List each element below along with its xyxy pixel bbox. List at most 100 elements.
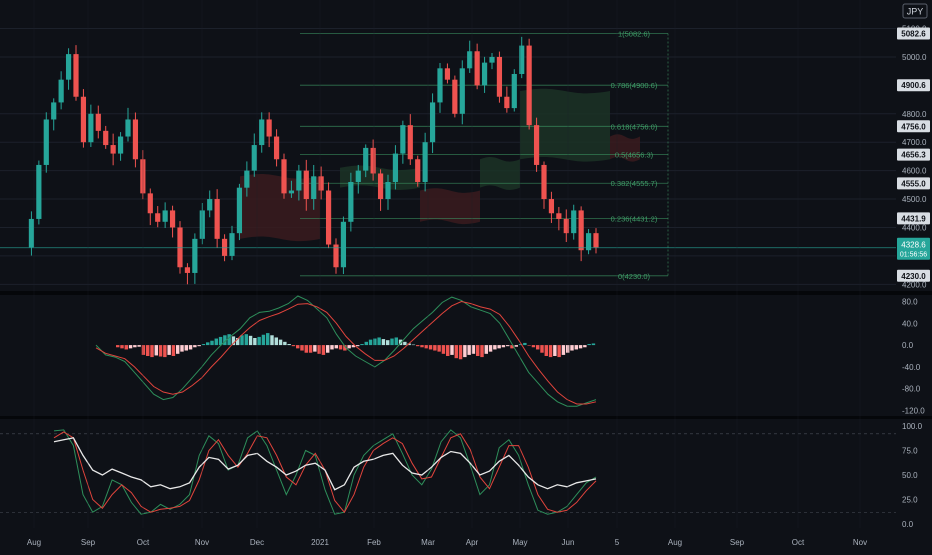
macd-histogram-bar bbox=[154, 345, 158, 356]
macd-histogram-bar bbox=[128, 345, 133, 349]
macd-histogram-bar bbox=[583, 345, 587, 348]
macd-histogram-bar bbox=[116, 345, 120, 348]
macd-histogram-bar bbox=[373, 338, 377, 346]
price-tick-label: 4600.0 bbox=[902, 167, 927, 176]
candle-body bbox=[481, 62, 488, 86]
price-tick-label: 4800.0 bbox=[902, 110, 927, 119]
macd-histogram-bar bbox=[356, 345, 360, 347]
macd-histogram-bar bbox=[300, 345, 304, 351]
macd-histogram-bar bbox=[377, 337, 381, 346]
macd-histogram-bar bbox=[317, 345, 321, 354]
candle-body bbox=[88, 113, 94, 143]
macd-histogram-bar bbox=[407, 343, 411, 346]
stoch-tick-label: 75.0 bbox=[902, 447, 918, 456]
candle-body bbox=[244, 170, 250, 188]
macd-histogram-bar bbox=[330, 345, 334, 350]
macd-histogram-bar bbox=[497, 345, 501, 349]
macd-histogram-bar bbox=[278, 339, 283, 346]
macd-histogram-bar bbox=[390, 338, 394, 346]
macd-histogram-bar bbox=[188, 345, 193, 350]
candle-body bbox=[571, 210, 577, 234]
macd-histogram-bar bbox=[124, 345, 128, 350]
candle-body bbox=[236, 187, 243, 234]
macd-histogram-bar bbox=[240, 335, 244, 346]
macd-histogram-bar bbox=[206, 342, 210, 346]
macd-histogram-bar bbox=[463, 345, 467, 358]
time-axis-label: 2021 bbox=[311, 538, 329, 547]
macd-histogram-bar bbox=[411, 344, 416, 346]
time-axis-label: Sep bbox=[730, 538, 745, 547]
candle-body bbox=[311, 176, 317, 200]
candle-body bbox=[363, 147, 369, 171]
macd-histogram-bar bbox=[433, 345, 437, 351]
candle-body bbox=[407, 125, 413, 160]
candle-body bbox=[526, 45, 532, 126]
macd-histogram-bar bbox=[163, 345, 167, 358]
macd-histogram-bar bbox=[458, 345, 463, 360]
macd-histogram-bar bbox=[523, 342, 527, 346]
fib-level-label: 0.5(4656.3) bbox=[615, 151, 654, 160]
macd-histogram-bar bbox=[236, 338, 240, 346]
macd-histogram-bar bbox=[437, 345, 441, 352]
macd-histogram-bar bbox=[553, 345, 557, 356]
candle-body bbox=[251, 145, 257, 171]
candle-body bbox=[28, 218, 35, 248]
macd-histogram-bar bbox=[184, 345, 188, 351]
stoch-d-line bbox=[53, 431, 597, 514]
pane-separator bbox=[0, 416, 932, 419]
time-axis-label: Aug bbox=[668, 538, 682, 547]
macd-tick-label: -80.0 bbox=[902, 385, 921, 394]
price-label-box bbox=[897, 148, 930, 161]
macd-histogram-bar bbox=[321, 345, 326, 355]
current-price-box bbox=[897, 237, 930, 260]
macd-histogram-bar bbox=[386, 340, 390, 346]
time-axis-label: Oct bbox=[792, 538, 805, 547]
candle-body bbox=[296, 170, 302, 191]
price-label-text: 4756.0 bbox=[901, 122, 926, 131]
candle-body bbox=[533, 125, 540, 165]
macd-histogram-bar bbox=[338, 345, 343, 350]
currency-badge[interactable]: JPY bbox=[902, 3, 928, 19]
macd-histogram-bar bbox=[591, 343, 596, 346]
candle-body bbox=[58, 79, 64, 103]
candle-body bbox=[474, 51, 480, 86]
time-axis-label: Oct bbox=[137, 538, 150, 547]
macd-histogram-bar bbox=[304, 345, 308, 353]
candle-body bbox=[184, 267, 191, 273]
time-axis-label: Sep bbox=[81, 538, 96, 547]
macd-histogram-bar bbox=[514, 345, 518, 347]
macd-histogram-bar bbox=[158, 345, 163, 357]
price-label-box bbox=[897, 27, 930, 40]
macd-histogram-bar bbox=[231, 336, 236, 346]
candle-body bbox=[325, 190, 332, 245]
time-axis-label: 5 bbox=[615, 538, 620, 547]
macd-histogram-bar bbox=[283, 341, 287, 346]
macd-histogram-bar bbox=[201, 344, 206, 346]
candle-body bbox=[385, 182, 391, 200]
macd-histogram-bar bbox=[428, 345, 433, 350]
candle-body bbox=[73, 54, 79, 97]
macd-histogram-bar bbox=[214, 338, 218, 346]
price-label-text: 4656.3 bbox=[901, 151, 926, 160]
macd-histogram-bar bbox=[137, 345, 141, 347]
fib-level-label: 0.618(4756.0) bbox=[611, 122, 658, 131]
price-label-box bbox=[897, 79, 930, 92]
macd-histogram-bar bbox=[446, 345, 450, 356]
candle-body bbox=[147, 193, 153, 214]
macd-histogram-bar bbox=[527, 345, 531, 346]
macd-histogram-bar bbox=[197, 345, 201, 347]
fib-level-label: 0.786(4900.6) bbox=[611, 81, 658, 90]
macd-histogram-bar bbox=[394, 337, 398, 346]
macd-histogram-bar bbox=[248, 335, 253, 346]
macd-histogram-bar bbox=[133, 345, 137, 348]
price-label-box bbox=[897, 212, 930, 225]
candle-body bbox=[504, 96, 510, 109]
macd-histogram-bar bbox=[146, 345, 150, 356]
macd-histogram-bar bbox=[287, 344, 291, 346]
macd-histogram-bar bbox=[308, 345, 313, 353]
macd-histogram-bar bbox=[493, 345, 497, 350]
ichimoku-cloud bbox=[480, 156, 520, 190]
macd-histogram-bar bbox=[176, 345, 180, 354]
